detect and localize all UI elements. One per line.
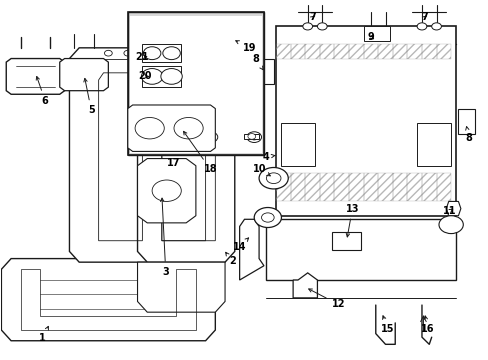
Bar (416, 123, 450, 166)
Circle shape (152, 180, 181, 202)
Text: 20: 20 (138, 71, 151, 81)
Bar (458, 109, 474, 134)
Text: 5: 5 (83, 78, 95, 115)
Text: 12: 12 (308, 289, 345, 309)
Polygon shape (244, 134, 259, 139)
Circle shape (247, 134, 255, 139)
Circle shape (254, 207, 281, 228)
Text: 21: 21 (135, 52, 149, 62)
Bar (256, 59, 273, 84)
Polygon shape (1, 258, 215, 341)
Text: 9: 9 (367, 32, 373, 42)
Text: 11: 11 (442, 206, 455, 216)
Circle shape (438, 216, 462, 234)
Circle shape (261, 213, 274, 222)
Circle shape (266, 173, 281, 184)
Text: 2: 2 (225, 252, 235, 266)
Polygon shape (266, 219, 455, 280)
Text: 18: 18 (183, 131, 217, 174)
Bar (331, 232, 361, 249)
Text: 6: 6 (36, 76, 48, 106)
Text: 13: 13 (345, 203, 359, 237)
Polygon shape (137, 262, 224, 312)
Text: 4: 4 (263, 152, 275, 162)
Text: 16: 16 (420, 316, 434, 334)
Polygon shape (239, 219, 264, 280)
Circle shape (203, 132, 217, 143)
Bar (363, 26, 389, 41)
Circle shape (416, 23, 426, 30)
Text: 3: 3 (160, 198, 169, 277)
Polygon shape (276, 26, 455, 216)
Bar (127, 12, 264, 155)
Polygon shape (137, 158, 196, 223)
Polygon shape (137, 48, 234, 262)
Circle shape (259, 167, 287, 189)
Text: 14: 14 (232, 238, 248, 252)
Polygon shape (69, 48, 224, 262)
Circle shape (172, 50, 180, 56)
Circle shape (104, 50, 112, 56)
Bar (281, 123, 314, 166)
Circle shape (317, 23, 326, 30)
Text: 8: 8 (465, 127, 471, 143)
Circle shape (143, 47, 161, 60)
Bar (130, 16, 261, 153)
Circle shape (141, 68, 163, 84)
Text: 10: 10 (253, 164, 270, 176)
Circle shape (161, 68, 182, 84)
Text: 15: 15 (381, 316, 394, 334)
Text: 1: 1 (39, 327, 48, 343)
Circle shape (123, 50, 131, 56)
Polygon shape (60, 59, 108, 91)
Circle shape (192, 50, 200, 56)
Circle shape (206, 134, 214, 140)
Polygon shape (6, 59, 64, 94)
Text: 19: 19 (235, 41, 256, 53)
Text: 8: 8 (252, 54, 263, 70)
Circle shape (250, 134, 258, 140)
Circle shape (135, 117, 164, 139)
Bar (127, 12, 264, 155)
Circle shape (174, 117, 203, 139)
Text: 7: 7 (420, 13, 427, 22)
Polygon shape (446, 202, 460, 216)
Circle shape (431, 23, 441, 30)
Text: 17: 17 (167, 158, 181, 168)
Circle shape (163, 47, 180, 60)
Circle shape (302, 23, 312, 30)
Circle shape (246, 132, 261, 143)
Polygon shape (292, 273, 317, 298)
Polygon shape (127, 105, 215, 152)
Text: 7: 7 (308, 13, 315, 22)
